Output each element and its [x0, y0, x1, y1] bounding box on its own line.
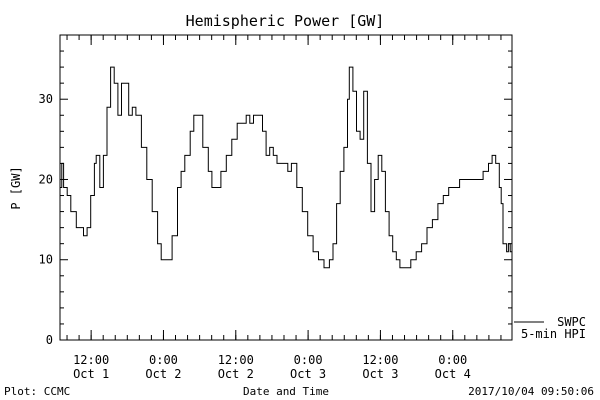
- x-tick-label: 12:00: [218, 353, 254, 367]
- x-tick-label: Oct 4: [435, 367, 471, 381]
- x-tick-label: 0:00: [294, 353, 323, 367]
- x-axis-label: Date and Time: [243, 385, 329, 398]
- x-tick-label: 0:00: [149, 353, 178, 367]
- x-tick-label: 0:00: [438, 353, 467, 367]
- x-tick-label: Oct 2: [145, 367, 181, 381]
- series-group: [60, 66, 513, 269]
- x-tick-label: Oct 3: [362, 367, 398, 381]
- y-axis-label: P [GW]: [9, 166, 23, 209]
- plot-credit: Plot: CCMC: [4, 385, 70, 398]
- x-tick-label: 12:00: [73, 353, 109, 367]
- x-tick-label: Oct 1: [73, 367, 109, 381]
- y-tick-label: 20: [39, 172, 53, 186]
- y-tick-label: 10: [39, 253, 53, 267]
- plot-frame: [59, 34, 513, 341]
- x-tick-label: Oct 3: [290, 367, 326, 381]
- legend-label-hpi: 5-min HPI: [521, 327, 586, 341]
- plot-timestamp: 2017/10/04 09:50:06: [468, 385, 594, 398]
- y-tick-label: 0: [46, 333, 53, 347]
- x-tick-label: Oct 2: [218, 367, 254, 381]
- x-tick-label: 12:00: [362, 353, 398, 367]
- series-line-swpc: [60, 66, 513, 269]
- y-tick-label: 30: [39, 92, 53, 106]
- chart-title: Hemispheric Power [GW]: [186, 12, 385, 30]
- legend-label-swpc: SWPC: [557, 315, 586, 329]
